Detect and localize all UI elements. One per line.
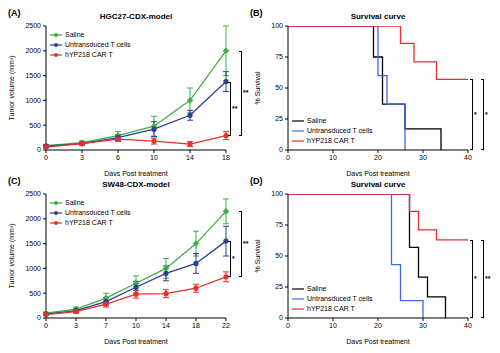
svg-text:Days Post treatment: Days Post treatment xyxy=(346,338,409,344)
svg-text:25: 25 xyxy=(275,115,283,122)
html-text:(B): (B) xyxy=(250,8,263,18)
svg-text:0: 0 xyxy=(44,322,48,329)
svg-text:Days Post treatment: Days Post treatment xyxy=(104,170,167,176)
html-text:Saline: Saline xyxy=(307,285,327,292)
html-text:hYP218 CAR T: hYP218 CAR T xyxy=(65,51,113,58)
svg-text:7: 7 xyxy=(104,322,108,329)
html-text:(D): (D) xyxy=(250,176,263,186)
html-text:(A): (A) xyxy=(8,8,21,18)
html-text:hYP218 CAR T: hYP218 CAR T xyxy=(307,305,355,312)
svg-text:Days Post treatment: Days Post treatment xyxy=(104,338,167,344)
svg-text:40: 40 xyxy=(464,322,472,329)
html-text:Survival curve: Survival curve xyxy=(350,12,406,21)
html-text:HGC27-CDX-model: HGC27-CDX-model xyxy=(99,12,173,21)
svg-text:30: 30 xyxy=(419,322,427,329)
svg-text:1500: 1500 xyxy=(25,72,41,79)
svg-text:10: 10 xyxy=(150,154,158,161)
svg-text:2000: 2000 xyxy=(25,215,41,222)
svg-text:2500: 2500 xyxy=(25,22,41,29)
html-text:Saline: Saline xyxy=(65,199,85,206)
html-text:Saline: Saline xyxy=(307,117,327,124)
html-text:hYP218 CAR T: hYP218 CAR T xyxy=(65,219,113,226)
html-text:(C): (C) xyxy=(8,176,21,186)
svg-text:0: 0 xyxy=(37,146,41,153)
svg-text:30: 30 xyxy=(419,154,427,161)
svg-text:1000: 1000 xyxy=(25,97,41,104)
svg-text:3: 3 xyxy=(80,154,84,161)
svg-text:50: 50 xyxy=(275,84,283,91)
svg-text:0: 0 xyxy=(279,146,283,153)
html-text:Untransduced T cells: Untransduced T cells xyxy=(65,41,131,48)
svg-text:18: 18 xyxy=(222,154,230,161)
svg-text:10: 10 xyxy=(329,322,337,329)
svg-text:3: 3 xyxy=(74,322,78,329)
svg-text:0: 0 xyxy=(279,314,283,321)
svg-text:0: 0 xyxy=(44,154,48,161)
svg-text:2000: 2000 xyxy=(25,47,41,54)
svg-text:500: 500 xyxy=(29,122,41,129)
svg-text:14: 14 xyxy=(162,322,170,329)
svg-text:0: 0 xyxy=(37,314,41,321)
svg-text:Tumor volume (mm³): Tumor volume (mm³) xyxy=(8,55,16,120)
svg-text:20: 20 xyxy=(374,154,382,161)
svg-text:% Survival: % Survival xyxy=(254,71,261,105)
html-text:Saline: Saline xyxy=(65,31,85,38)
html-text:Untransduced T cells: Untransduced T cells xyxy=(307,295,373,302)
html-text:SW48-CDX-model: SW48-CDX-model xyxy=(102,180,170,189)
svg-text:1000: 1000 xyxy=(25,265,41,272)
svg-text:% Survival: % Survival xyxy=(254,239,261,273)
svg-text:40: 40 xyxy=(464,154,472,161)
svg-text:100: 100 xyxy=(271,190,283,197)
svg-text:Tumor volume (mm³): Tumor volume (mm³) xyxy=(8,223,16,288)
svg-text:14: 14 xyxy=(186,154,194,161)
html-text:Survival curve: Survival curve xyxy=(350,180,406,189)
html-text:hYP218 CAR T: hYP218 CAR T xyxy=(307,137,355,144)
svg-text:18: 18 xyxy=(192,322,200,329)
svg-text:20: 20 xyxy=(374,322,382,329)
svg-text:50: 50 xyxy=(275,252,283,259)
svg-text:25: 25 xyxy=(275,283,283,290)
svg-text:75: 75 xyxy=(275,221,283,228)
svg-text:1500: 1500 xyxy=(25,240,41,247)
html-text:Untransduced T cells: Untransduced T cells xyxy=(307,127,373,134)
svg-text:0: 0 xyxy=(286,154,290,161)
svg-text:10: 10 xyxy=(329,154,337,161)
svg-text:0: 0 xyxy=(286,322,290,329)
svg-text:100: 100 xyxy=(271,22,283,29)
svg-text:10: 10 xyxy=(132,322,140,329)
html-text:Untransduced T cells: Untransduced T cells xyxy=(65,209,131,216)
svg-text:75: 75 xyxy=(275,53,283,60)
svg-text:500: 500 xyxy=(29,290,41,297)
svg-text:2500: 2500 xyxy=(25,190,41,197)
svg-text:22: 22 xyxy=(222,322,230,329)
svg-text:6: 6 xyxy=(116,154,120,161)
svg-text:Days Post treatment: Days Post treatment xyxy=(346,170,409,176)
